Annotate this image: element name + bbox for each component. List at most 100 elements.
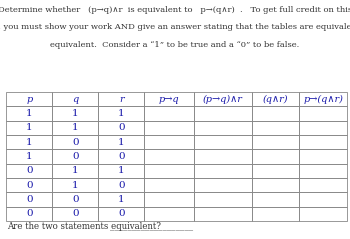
Bar bbox=[6, 178, 52, 192]
Text: 0: 0 bbox=[26, 166, 33, 175]
Bar bbox=[6, 92, 52, 106]
Text: 0: 0 bbox=[26, 209, 33, 218]
Bar bbox=[98, 178, 144, 192]
Bar bbox=[52, 164, 98, 178]
Text: 1: 1 bbox=[26, 109, 33, 118]
Text: r: r bbox=[119, 95, 124, 104]
Bar bbox=[52, 92, 98, 106]
Text: Are the two statements equivalent?: Are the two statements equivalent? bbox=[7, 222, 167, 231]
Text: q: q bbox=[72, 95, 78, 104]
Bar bbox=[6, 106, 52, 121]
Bar bbox=[194, 178, 252, 192]
Bar bbox=[194, 92, 252, 106]
Bar bbox=[144, 121, 194, 135]
Bar bbox=[98, 164, 144, 178]
Text: 1: 1 bbox=[26, 152, 33, 161]
Bar bbox=[252, 178, 300, 192]
Bar bbox=[52, 149, 98, 164]
Bar bbox=[98, 192, 144, 207]
Bar bbox=[194, 106, 252, 121]
Bar bbox=[252, 92, 300, 106]
Bar bbox=[252, 207, 300, 221]
Text: 1: 1 bbox=[26, 123, 33, 132]
Bar bbox=[252, 121, 300, 135]
Bar bbox=[194, 149, 252, 164]
Text: 1: 1 bbox=[26, 138, 33, 147]
Text: 0: 0 bbox=[118, 181, 125, 190]
Text: 1: 1 bbox=[118, 109, 125, 118]
Bar bbox=[98, 92, 144, 106]
Bar bbox=[300, 164, 347, 178]
Bar bbox=[252, 149, 300, 164]
Text: 1: 1 bbox=[72, 181, 79, 190]
Bar bbox=[144, 149, 194, 164]
Bar bbox=[194, 192, 252, 207]
Bar bbox=[144, 135, 194, 149]
Bar bbox=[252, 164, 300, 178]
Bar bbox=[98, 207, 144, 221]
Bar bbox=[98, 106, 144, 121]
Text: 0: 0 bbox=[26, 181, 33, 190]
Bar bbox=[6, 135, 52, 149]
Text: 0: 0 bbox=[118, 123, 125, 132]
Bar bbox=[6, 164, 52, 178]
Text: 1: 1 bbox=[72, 166, 79, 175]
Bar bbox=[52, 121, 98, 135]
Bar bbox=[6, 192, 52, 207]
Bar bbox=[194, 121, 252, 135]
Text: 0: 0 bbox=[118, 209, 125, 218]
Text: 1: 1 bbox=[72, 123, 79, 132]
Text: 0: 0 bbox=[72, 138, 79, 147]
Bar bbox=[144, 164, 194, 178]
Bar bbox=[300, 135, 347, 149]
Text: 0: 0 bbox=[72, 195, 79, 204]
Bar bbox=[300, 207, 347, 221]
Text: p→(q∧r): p→(q∧r) bbox=[303, 95, 343, 104]
Bar bbox=[52, 178, 98, 192]
Bar bbox=[144, 192, 194, 207]
Bar bbox=[6, 149, 52, 164]
Text: equivalent.  Consider a “1” to be true and a “0” to be false.: equivalent. Consider a “1” to be true an… bbox=[50, 41, 300, 49]
Text: p: p bbox=[26, 95, 33, 104]
Bar bbox=[52, 192, 98, 207]
Bar bbox=[252, 106, 300, 121]
Bar bbox=[300, 192, 347, 207]
Text: 0: 0 bbox=[26, 195, 33, 204]
Bar bbox=[300, 106, 347, 121]
Bar bbox=[194, 135, 252, 149]
Text: Determine whether   (p→q)∧r  is equivalent to   p→(q∧r)  .   To get full credit : Determine whether (p→q)∧r is equivalent … bbox=[0, 6, 350, 14]
Bar bbox=[144, 106, 194, 121]
Bar bbox=[300, 92, 347, 106]
Bar bbox=[300, 149, 347, 164]
Bar bbox=[252, 135, 300, 149]
Bar bbox=[52, 207, 98, 221]
Text: 1: 1 bbox=[118, 138, 125, 147]
Bar bbox=[6, 121, 52, 135]
Bar bbox=[144, 207, 194, 221]
Text: 0: 0 bbox=[118, 152, 125, 161]
Bar bbox=[300, 178, 347, 192]
Text: 1: 1 bbox=[118, 195, 125, 204]
Bar bbox=[252, 192, 300, 207]
Text: Are the two statements equivalent?: Are the two statements equivalent? bbox=[7, 222, 167, 231]
Text: 1: 1 bbox=[118, 166, 125, 175]
Bar bbox=[98, 121, 144, 135]
Bar bbox=[52, 135, 98, 149]
Text: 0: 0 bbox=[72, 209, 79, 218]
Bar bbox=[300, 121, 347, 135]
Bar bbox=[98, 149, 144, 164]
Bar bbox=[144, 178, 194, 192]
Text: question, you must show your work AND give an answer stating that the tables are: question, you must show your work AND gi… bbox=[0, 23, 350, 31]
Bar bbox=[144, 92, 194, 106]
Text: (q∧r): (q∧r) bbox=[263, 95, 288, 104]
Bar bbox=[52, 106, 98, 121]
Bar bbox=[6, 207, 52, 221]
Bar bbox=[98, 135, 144, 149]
Text: 0: 0 bbox=[72, 152, 79, 161]
Bar bbox=[194, 164, 252, 178]
Bar bbox=[194, 207, 252, 221]
Text: p→q: p→q bbox=[159, 95, 180, 104]
Text: 1: 1 bbox=[72, 109, 79, 118]
Text: ___________________: ___________________ bbox=[110, 222, 193, 231]
Text: (p→q)∧r: (p→q)∧r bbox=[203, 95, 243, 104]
